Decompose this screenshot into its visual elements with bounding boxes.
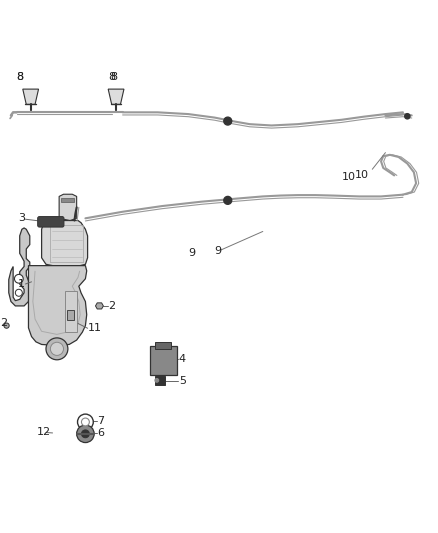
Circle shape	[50, 342, 64, 356]
Circle shape	[4, 323, 9, 328]
Text: 10: 10	[342, 172, 356, 182]
FancyBboxPatch shape	[38, 216, 64, 227]
Text: 8: 8	[17, 72, 24, 82]
Circle shape	[78, 414, 93, 430]
Text: 5: 5	[179, 376, 186, 386]
Circle shape	[224, 117, 232, 125]
Text: 4: 4	[179, 354, 186, 365]
Circle shape	[81, 430, 89, 438]
Text: 8: 8	[110, 72, 117, 82]
Text: 6: 6	[97, 428, 104, 438]
FancyBboxPatch shape	[67, 310, 74, 320]
Text: 3: 3	[18, 213, 25, 223]
FancyBboxPatch shape	[61, 198, 74, 202]
Polygon shape	[28, 265, 87, 345]
Circle shape	[46, 338, 68, 360]
Text: 7: 7	[97, 416, 104, 426]
Text: 9: 9	[188, 248, 195, 259]
Polygon shape	[59, 194, 77, 221]
Circle shape	[81, 418, 89, 426]
Text: 2: 2	[109, 301, 116, 311]
Polygon shape	[42, 221, 88, 266]
Polygon shape	[65, 290, 77, 332]
Circle shape	[405, 114, 410, 119]
FancyBboxPatch shape	[155, 376, 165, 385]
Circle shape	[155, 378, 159, 382]
Polygon shape	[108, 89, 124, 104]
FancyBboxPatch shape	[155, 342, 171, 349]
Text: 9: 9	[215, 246, 222, 256]
Circle shape	[77, 425, 94, 442]
Circle shape	[224, 197, 232, 204]
FancyBboxPatch shape	[150, 346, 177, 375]
Text: 11: 11	[88, 323, 102, 333]
Circle shape	[15, 289, 22, 296]
Text: 1: 1	[18, 279, 25, 289]
Polygon shape	[9, 228, 30, 306]
Circle shape	[14, 274, 23, 283]
Text: 10: 10	[355, 169, 369, 180]
Polygon shape	[23, 89, 39, 104]
Text: 8: 8	[109, 72, 116, 82]
Polygon shape	[95, 303, 103, 309]
Text: 12: 12	[37, 427, 51, 437]
Text: 8: 8	[17, 72, 24, 82]
Text: 2: 2	[0, 318, 7, 328]
